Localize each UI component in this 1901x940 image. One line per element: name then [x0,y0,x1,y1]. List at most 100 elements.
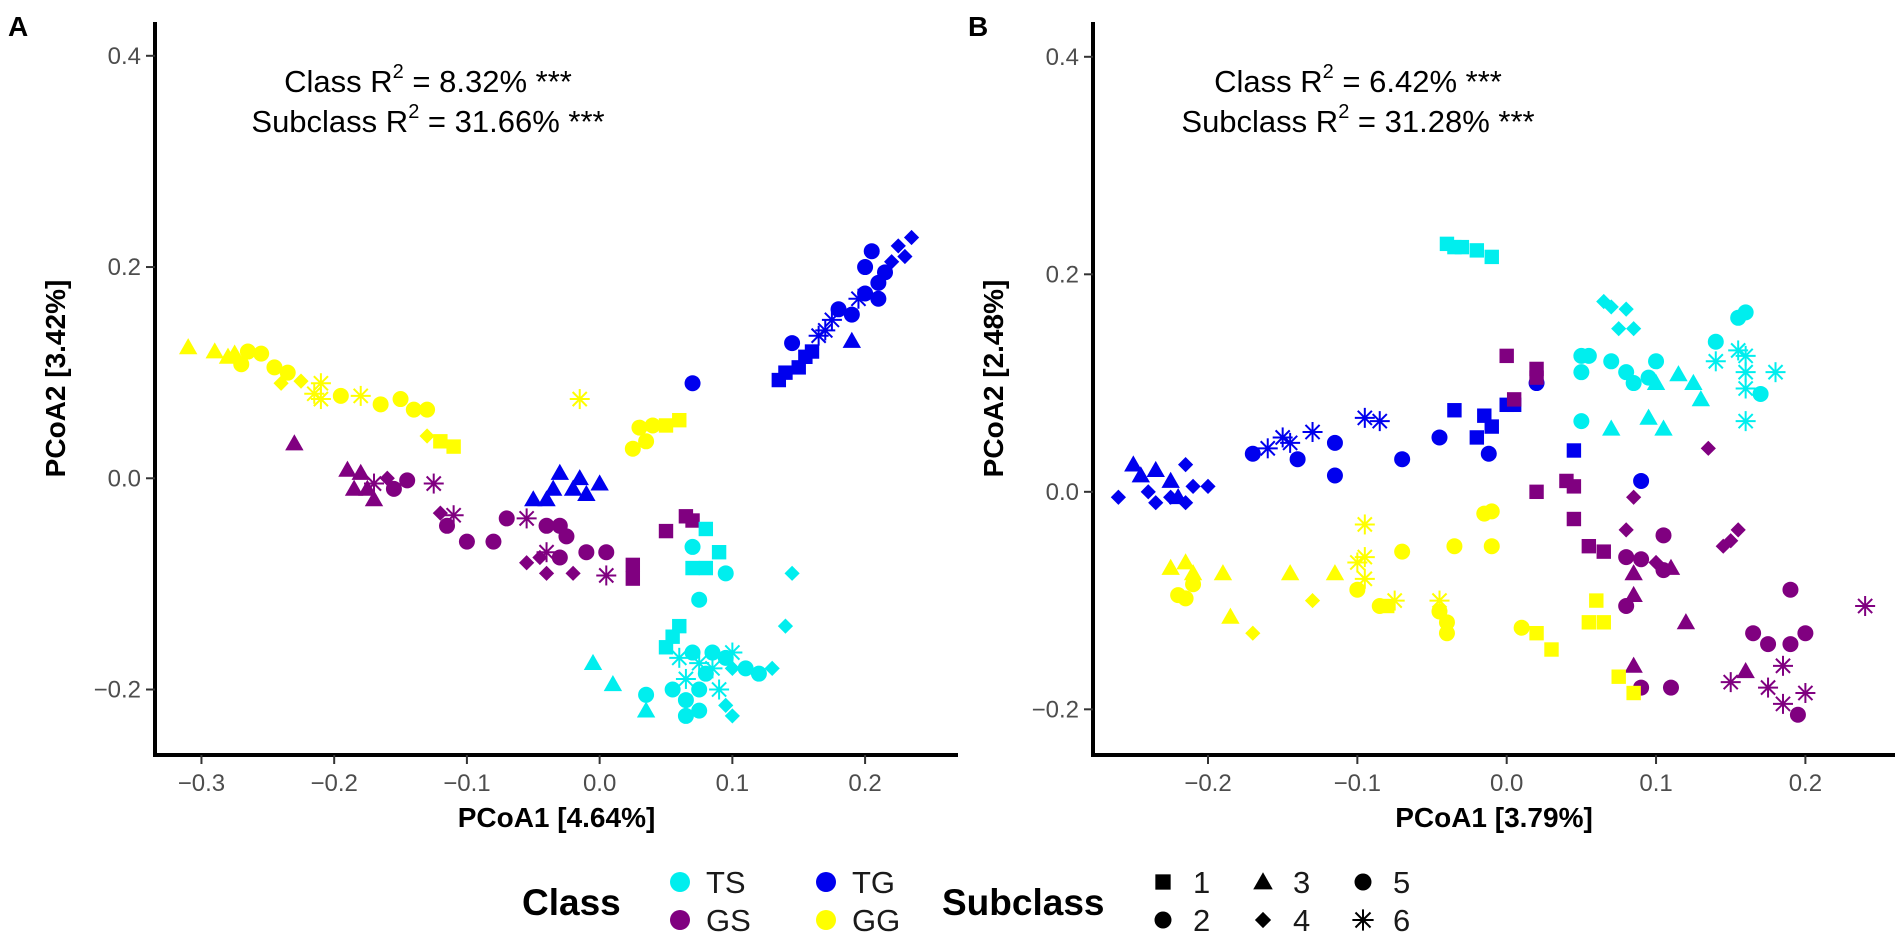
x-tick-label: 0.2 [848,770,881,797]
data-point-ts-s5 [704,644,721,661]
data-point-gs-s6 [536,542,557,563]
legend-class-label-ts: TS [706,865,746,900]
panel-b-subclass-r2-value: = 31.28% *** [1349,104,1534,139]
legend-subclass-marker-4 [1254,911,1272,929]
data-point-ts-s4 [1611,321,1627,337]
y-tick-label: 0.2 [108,254,141,281]
data-point-gs-s3 [358,479,377,496]
panel-a-x-axis-title: PCoA1 [4.64%] [458,802,656,833]
data-point-tg-s6 [1257,438,1278,459]
data-point-gg-s6 [1354,514,1375,535]
y-tick-label: 0.0 [1046,479,1079,506]
data-point-ts-s6 [1705,351,1726,372]
legend-class-label-gs: GS [706,903,751,938]
data-point-ts-s1 [1484,249,1499,265]
panel-a-label: A [8,11,28,42]
data-point-tg-s1 [1566,443,1582,458]
data-point-tg-s4 [884,254,900,270]
data-point-gg-s3 [1280,564,1300,581]
data-point-tg-s1 [1477,408,1492,423]
data-point-tg-s4 [1110,489,1126,505]
y-tick-label: −0.2 [94,677,141,704]
panel-b-subclass-r2-prefix: Subclass R [1181,104,1338,139]
data-point-gs-s3 [338,460,357,477]
panel-b: B −0.2 −0.1 0.0 0.1 0.2 −0.2 0.0 0.2 0.4 PCoA1 … [968,11,1895,833]
data-point-gs-s5 [439,517,455,534]
data-point-gs-s1 [1529,370,1544,385]
data-point-ts-s5 [1603,353,1620,370]
data-point-gs-s1 [1529,484,1544,500]
data-point-gs-s4 [1715,538,1731,554]
data-point-gg-s5 [631,419,648,436]
data-point-gs-s3 [1624,585,1643,603]
data-point-gg-s5 [1394,543,1411,560]
data-point-ts-s4 [724,660,740,676]
data-point-gs-s3 [1661,558,1681,575]
x-tick-label: 0.1 [716,770,749,797]
x-tick-label: 0.0 [583,770,616,797]
panel-a-y-ticks: −0.2 0.0 0.2 0.4 [94,43,155,704]
data-point-tg-s5 [1326,467,1343,484]
data-point-gg-s1 [1589,593,1604,608]
panel-a-subclass-r2-value: = 31.66% *** [419,104,604,139]
panel-b-class-r2-exponent: 2 [1323,61,1334,83]
data-point-tg-s3 [570,469,589,486]
data-point-ts-s4 [1626,321,1642,337]
data-point-tg-s3 [1161,471,1180,488]
data-point-ts-s5 [1737,304,1754,321]
data-point-gs-s5 [538,517,555,534]
data-point-gg-s6 [1354,547,1375,568]
data-point-tg-s5 [1431,429,1448,446]
data-point-gg-s5 [1185,576,1202,593]
data-point-gs-s6 [596,565,617,586]
data-point-tg-s3 [1124,455,1143,472]
data-point-gg-s5 [332,387,349,404]
data-point-gs-s6 [1772,655,1793,676]
data-point-tg-s6 [1354,407,1375,428]
data-point-gs-s4 [1626,489,1642,505]
data-point-gs-s5 [1618,549,1635,566]
data-point-gg-s5 [1177,590,1194,607]
x-tick-label: −0.1 [1334,770,1381,797]
data-point-ts-s6 [1735,378,1756,399]
data-point-ts-s6 [1765,362,1786,383]
panel-b-label: B [968,11,988,42]
data-point-ts-s1 [658,640,674,655]
data-point-gg-s5 [624,440,641,457]
panel-a: A −0.3 −0.2 −0.1 0.0 0.1 0.2 −0.2 0.0 0.2 0.4 PC… [8,11,958,833]
data-point-ts-s6 [675,668,696,689]
data-point-tg-s3 [563,479,583,496]
data-point-gs-s4 [519,555,535,571]
data-point-gs-s5 [1782,581,1799,598]
data-point-gg-s5 [644,417,661,434]
data-point-gg-s6 [310,389,331,410]
data-point-gs-s4 [1700,440,1716,456]
data-point-gg-s5 [233,356,250,373]
legend: Class TS TG GS GG Subclass 1 3 5 2 4 6 [522,865,1410,938]
data-point-gg-s6 [350,385,371,406]
data-point-ts-s5 [697,665,714,682]
data-point-gs-s5 [399,472,416,489]
data-point-tg-s1 [1469,430,1485,445]
data-point-ts-s5 [717,565,734,582]
panel-b-y-axis-title: PCoA2 [2.48%] [978,280,1009,478]
data-point-gg-s5 [1483,503,1500,520]
data-point-ts-s4 [1618,301,1634,317]
data-point-tg-s4 [1177,457,1194,473]
data-point-gg-s5 [279,364,296,381]
data-point-gg-s5 [638,433,655,450]
x-tick-label: −0.3 [178,770,225,797]
data-point-ts-s3 [583,653,603,671]
data-point-ts-s4 [764,660,780,676]
data-point-gg-s1 [1596,615,1611,630]
data-point-gs-s3 [1624,656,1643,673]
panel-a-class-r2-value: = 8.32% *** [404,64,572,99]
data-point-ts-s3 [603,675,623,692]
data-point-gs-s1 [1499,348,1514,364]
data-point-gg-s1 [672,412,687,428]
data-point-tg-s1 [804,344,820,359]
panel-b-points [1110,236,1876,723]
data-point-gs-s5 [498,510,515,527]
data-point-tg-s5 [1289,451,1306,468]
